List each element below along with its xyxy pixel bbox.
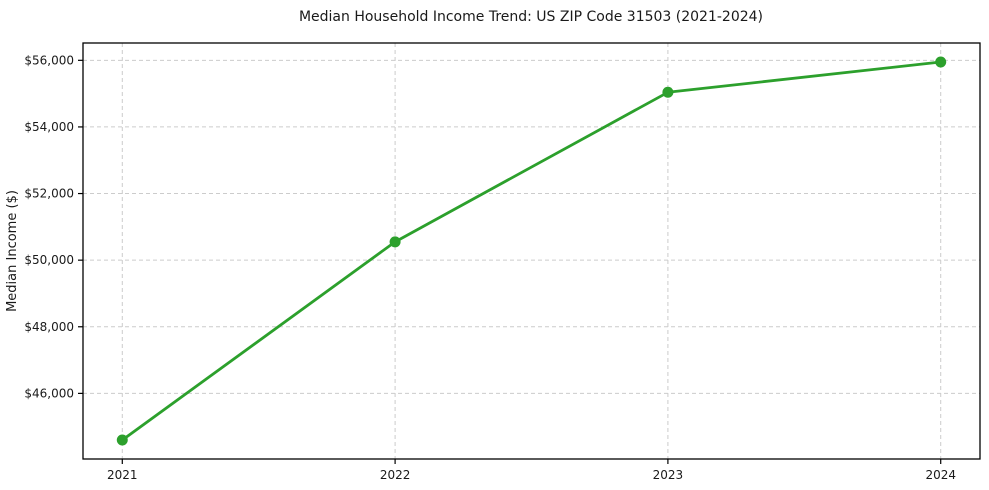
x-tick-label: 2023 [653, 468, 684, 482]
data-point [935, 56, 947, 68]
data-point [389, 236, 401, 248]
tick-labels-layer: $46,000 $48,000 $50,000 $52,000 $54,000 $56,0… [24, 53, 956, 482]
trend-line [120, 60, 943, 442]
plot-border [82, 42, 981, 460]
y-axis-label: Median Income ($) [5, 190, 20, 312]
data-point [662, 86, 674, 98]
gridlines-layer [83, 43, 980, 459]
x-tick-label: 2021 [107, 468, 138, 482]
series-layer [116, 56, 947, 446]
y-tick-label: $46,000 [24, 386, 74, 400]
y-tick-label: $56,000 [24, 53, 74, 67]
y-tick-label: $48,000 [24, 320, 74, 334]
y-tick-label: $50,000 [24, 253, 74, 267]
y-tick-label: $52,000 [24, 187, 74, 201]
x-tick-label: 2024 [925, 468, 956, 482]
data-point [116, 434, 128, 446]
y-tick-label: $54,000 [24, 120, 74, 134]
chart-title: Median Household Income Trend: US ZIP Co… [299, 9, 763, 25]
x-tick-label: 2022 [380, 468, 411, 482]
axes-layer [78, 42, 981, 464]
